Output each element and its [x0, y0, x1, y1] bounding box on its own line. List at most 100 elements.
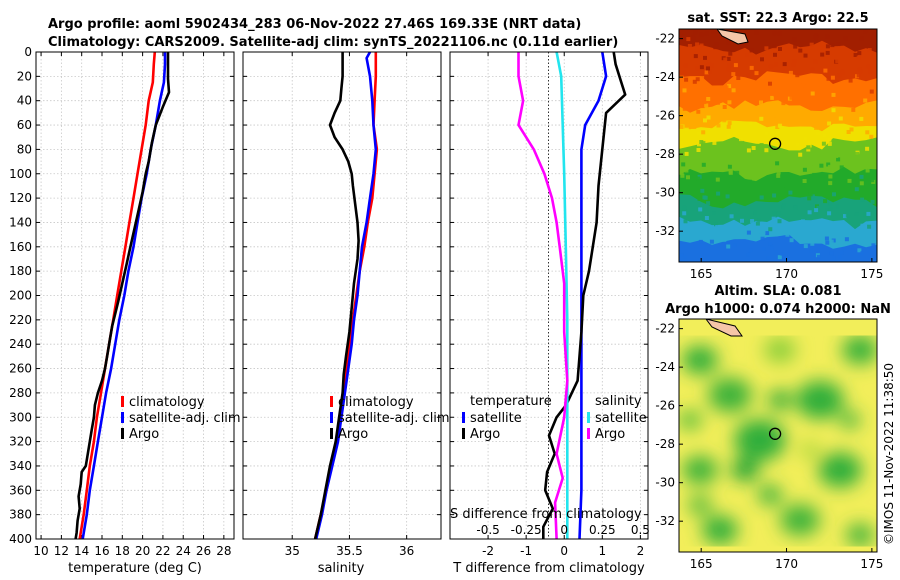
- sst-pixel: [768, 227, 773, 232]
- sst-pixel: [724, 198, 729, 203]
- sst-pixel: [827, 141, 832, 146]
- sst-pixel: [761, 230, 766, 235]
- sst-pixel: [722, 105, 727, 109]
- sst-pixel: [795, 142, 800, 147]
- sst-pixel: [870, 199, 875, 204]
- sst-pixel: [715, 100, 720, 105]
- sst-pixel: [706, 84, 711, 89]
- sst-pixel: [695, 42, 700, 47]
- sst-pixel: [831, 108, 836, 113]
- sst-pixel: [777, 31, 782, 36]
- salinity-legend: climatology satellite-adj. clim Argo: [330, 395, 450, 442]
- sst-pixel: [727, 84, 732, 89]
- sst-pixel: [853, 53, 858, 57]
- sst-pixel: [729, 214, 734, 219]
- sla-blob: [702, 515, 738, 545]
- depth-tick-labels: 0 20 40 60 80 100 120 140 160 180 200 220 240 260 280 3…: [9, 45, 32, 546]
- legend-title-temperature: temperature: [470, 394, 552, 409]
- sst-pixel: [738, 107, 743, 112]
- sst-pixel: [810, 241, 815, 246]
- sla-blob: [682, 345, 718, 375]
- sst-pixel: [700, 104, 705, 109]
- sst-pixel: [847, 229, 852, 234]
- sst-pixel: [690, 87, 694, 92]
- sst-pixel: [716, 123, 721, 128]
- sst-pixel: [833, 107, 838, 112]
- sst-pixel: [706, 115, 711, 120]
- sst-pixel: [706, 62, 711, 67]
- sla-map-frame: [678, 318, 878, 553]
- sst-pixel: [723, 98, 728, 102]
- sst-pixel: [764, 46, 769, 51]
- sst-pixel: [797, 117, 802, 121]
- sst-pixel: [822, 133, 827, 138]
- sst-pixel: [699, 43, 704, 48]
- s-difference-xlabel: S difference from climatology: [450, 507, 642, 522]
- sst-pixel: [842, 247, 846, 252]
- s-tick-label: -0.5: [476, 523, 499, 537]
- series-line-s-argo: [517, 52, 569, 539]
- sst-pixel: [768, 147, 773, 152]
- sst-pixel: [729, 187, 734, 192]
- sla-blob: [731, 458, 759, 482]
- sst-pixel: [757, 217, 762, 222]
- sla-lon-labels: 165 170 175: [690, 548, 883, 571]
- sst-pixel: [774, 62, 778, 67]
- new-caledonia-island: [716, 29, 749, 45]
- sst-pixel: [809, 249, 814, 253]
- sst-pixel: [749, 65, 754, 70]
- sst-pixel: [750, 219, 755, 224]
- s-difference-tick-labels: -0.5 -0.25 0 0.25 0.5: [476, 523, 650, 537]
- sst-pixel: [708, 182, 713, 187]
- sst-pixel: [860, 85, 865, 90]
- sst-pixel: [731, 88, 736, 93]
- sst-pixel: [816, 205, 821, 210]
- sst-pixel: [723, 57, 728, 62]
- legend-swatch-s-argo: [587, 428, 590, 439]
- sst-pixel: [726, 67, 731, 72]
- sst-pixel: [828, 174, 833, 179]
- sst-pixel: [829, 251, 834, 256]
- imos-watermark: ©IMOS 11-Nov-2022 11:38:50: [882, 363, 896, 545]
- sst-pixel: [866, 211, 871, 216]
- sst-pixel: [865, 82, 870, 87]
- sst-pixel: [856, 73, 861, 78]
- sst-pixel: [814, 125, 819, 130]
- depth-tick-label: 360: [9, 483, 32, 497]
- legend-title-salinity: salinity: [595, 394, 642, 409]
- sst-pixel: [800, 219, 805, 224]
- depth-tick-label: 400: [9, 532, 32, 546]
- sst-pixel: [713, 183, 717, 188]
- sst-pixel: [684, 168, 689, 173]
- sst-pixel: [739, 137, 743, 142]
- legend-argo: Argo: [338, 427, 368, 442]
- sst-pixel: [698, 196, 702, 201]
- sst-pixel: [840, 70, 845, 75]
- sla-blob: [734, 419, 786, 461]
- sst-pixel: [704, 103, 709, 108]
- sst-pixel: [679, 140, 683, 145]
- sst-pixel: [828, 201, 833, 206]
- x-tick-label: 10: [33, 544, 48, 558]
- sla-blob: [796, 380, 844, 420]
- sst-pixel: [696, 176, 701, 181]
- sst-pixel: [740, 218, 744, 223]
- sst-pixel: [729, 160, 734, 165]
- depth-tick-label: 80: [17, 142, 32, 156]
- x-tick-label: 0: [560, 544, 568, 558]
- sst-pixel: [867, 48, 872, 52]
- sst-pixel: [849, 127, 854, 132]
- sst-pixel: [695, 77, 700, 82]
- sst-pixel: [700, 76, 705, 80]
- t-difference-tick-labels: -2 -1 0 1 2: [482, 544, 644, 558]
- depth-tick-label: 100: [9, 167, 32, 181]
- sst-pixel: [727, 121, 732, 126]
- sst-pixel: [816, 254, 821, 259]
- sst-pixel: [778, 75, 783, 80]
- sst-pixel: [803, 53, 808, 58]
- sst-pixel: [821, 141, 826, 146]
- sst-pixel: [687, 44, 692, 48]
- sst-pixel: [781, 101, 786, 106]
- x-tick-label: 2: [637, 544, 645, 558]
